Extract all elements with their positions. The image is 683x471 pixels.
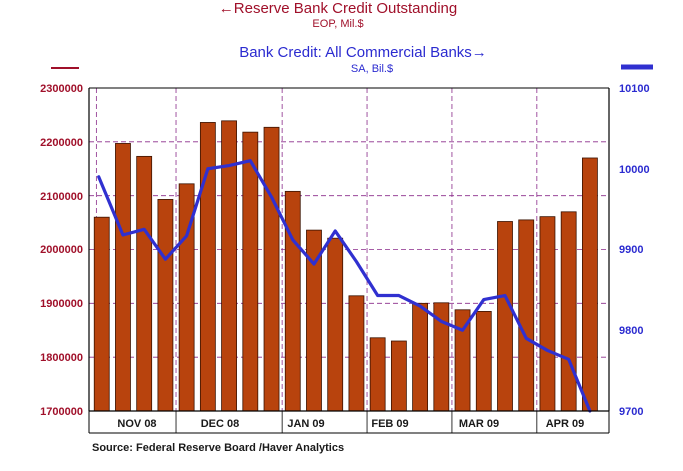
left-tick-label: 2100000 xyxy=(40,191,83,203)
bar xyxy=(581,157,598,412)
left-series-title: ←Reserve Bank Credit Outstanding xyxy=(219,0,457,17)
bar xyxy=(93,216,110,412)
bar xyxy=(539,216,556,412)
bar xyxy=(199,122,216,412)
bar xyxy=(560,211,577,412)
left-tick-label: 2000000 xyxy=(40,244,83,256)
bar-series xyxy=(93,120,598,412)
x-month-label: FEB 09 xyxy=(371,418,408,430)
bar xyxy=(327,237,344,412)
left-tick-label: 1700000 xyxy=(40,406,83,418)
right-tick-label: 10000 xyxy=(619,164,650,176)
x-month-label: MAR 09 xyxy=(459,418,499,430)
left-tick-label: 2200000 xyxy=(40,137,83,149)
right-tick-label: 9700 xyxy=(619,406,643,418)
left-tick-label: 2300000 xyxy=(40,83,83,95)
bar xyxy=(518,219,535,412)
bar xyxy=(284,190,301,412)
bar xyxy=(497,221,513,412)
bank-credit-line xyxy=(97,159,592,413)
left-tick-label: 1800000 xyxy=(40,352,83,364)
x-month-label: DEC 08 xyxy=(201,418,240,430)
left-tick-label: 1900000 xyxy=(40,298,83,310)
bar xyxy=(115,143,131,412)
right-series-subtitle: SA, Bil.$ xyxy=(351,63,393,75)
bar xyxy=(369,337,386,412)
x-month-label: NOV 08 xyxy=(117,418,156,430)
x-month-label: JAN 09 xyxy=(287,418,324,430)
bar xyxy=(412,302,429,412)
bar xyxy=(475,311,492,412)
source-note: Source: Federal Reserve Board /Haver Ana… xyxy=(92,442,344,454)
bar xyxy=(242,131,259,412)
right-tick-label: 10100 xyxy=(619,83,650,95)
bar xyxy=(263,126,280,412)
x-month-label: APR 09 xyxy=(546,418,585,430)
bar xyxy=(136,155,153,412)
left-series-subtitle: EOP, Mil.$ xyxy=(312,18,363,30)
bar xyxy=(348,295,365,412)
bar xyxy=(390,340,407,412)
line-series xyxy=(97,159,592,413)
bar xyxy=(157,199,174,412)
right-tick-label: 9800 xyxy=(619,325,643,337)
right-series-title: Bank Credit: All Commercial Banks→ xyxy=(239,44,487,61)
right-tick-label: 9900 xyxy=(619,244,643,256)
